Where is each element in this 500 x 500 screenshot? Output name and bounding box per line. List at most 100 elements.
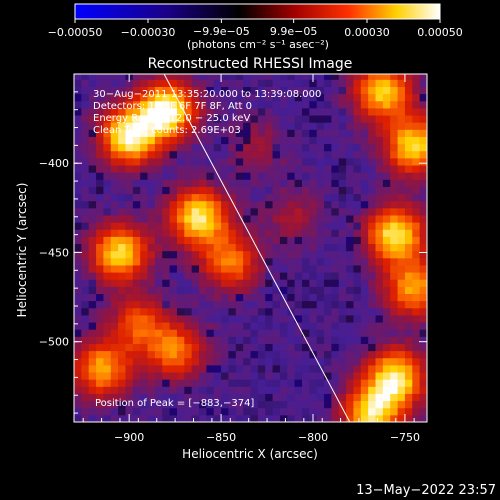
heatmap-cell	[309, 150, 318, 159]
heatmap-cell	[147, 414, 156, 422]
heatmap-cell	[110, 414, 119, 422]
heatmap-cell	[301, 386, 310, 394]
heatmap-cell	[81, 229, 90, 237]
heatmap-cell	[125, 250, 134, 259]
heatmap-cell	[360, 414, 369, 422]
heatmap-cell	[125, 165, 134, 173]
heatmap-cell	[96, 414, 104, 422]
heatmap-cell	[125, 122, 134, 130]
heatmap-cell	[324, 264, 332, 273]
heatmap-cell	[390, 343, 399, 352]
heatmap-cell	[390, 407, 399, 416]
heatmap-cell	[360, 379, 369, 387]
heatmap-cell	[301, 214, 310, 223]
heatmap-cell	[221, 314, 229, 323]
heatmap-cell	[74, 343, 82, 352]
heatmap-cell	[382, 293, 391, 302]
heatmap-cell	[375, 336, 384, 344]
heatmap-cell	[184, 179, 193, 187]
heatmap-cell	[118, 379, 126, 387]
heatmap-cell	[316, 414, 325, 422]
heatmap-cell	[338, 372, 347, 380]
heatmap-cell	[118, 100, 126, 109]
heatmap-cell	[419, 100, 427, 109]
heatmap-cell	[118, 143, 126, 152]
heatmap-cell	[176, 74, 185, 80]
heatmap-cell	[353, 357, 362, 366]
heatmap-cell	[316, 329, 325, 337]
heatmap-cell	[338, 257, 347, 266]
heatmap-cell	[74, 336, 82, 344]
heatmap-cell	[272, 357, 281, 366]
heatmap-cell	[368, 186, 377, 195]
heatmap-cell	[81, 150, 90, 159]
heatmap-cell	[81, 272, 90, 280]
heatmap-cell	[125, 243, 134, 252]
heatmap-cell	[176, 129, 185, 137]
heatmap-cell	[243, 307, 251, 316]
heatmap-cell	[176, 279, 185, 287]
heatmap-cell	[243, 386, 251, 394]
heatmap-cell	[360, 307, 369, 316]
heatmap-cell	[375, 107, 384, 116]
heatmap-cell	[103, 407, 112, 416]
heatmap-cell	[294, 150, 303, 159]
heatmap-cell	[353, 172, 362, 180]
heatmap-cell	[331, 79, 340, 87]
heatmap-cell	[279, 186, 288, 195]
heatmap-cell	[221, 243, 229, 252]
heatmap-cell	[257, 372, 266, 380]
heatmap-cell	[368, 343, 377, 352]
heatmap-cell	[191, 300, 200, 309]
heatmap-cell	[390, 322, 399, 330]
heatmap-cell	[132, 250, 141, 259]
heatmap-cell	[140, 107, 149, 116]
heatmap-cell	[184, 336, 193, 344]
heatmap-cell	[88, 257, 97, 266]
heatmap-cell	[118, 93, 126, 102]
heatmap-cell	[118, 186, 126, 195]
heatmap-cell	[184, 186, 193, 195]
heatmap-cell	[140, 257, 149, 266]
heatmap-cell	[412, 329, 421, 337]
heatmap-cell	[375, 179, 384, 187]
heatmap-cell	[294, 136, 303, 145]
heatmap-cell	[228, 314, 237, 323]
heatmap-cell	[118, 364, 126, 373]
heatmap-cell	[279, 214, 288, 223]
heatmap-cell	[243, 222, 251, 230]
heatmap-cell	[184, 314, 193, 323]
heatmap-cell	[287, 172, 296, 180]
heatmap-cell	[360, 165, 369, 173]
heatmap-cell	[360, 279, 369, 287]
heatmap-cell	[412, 150, 421, 159]
heatmap-cell	[169, 372, 178, 380]
heatmap-cell	[140, 293, 149, 302]
heatmap-cell	[221, 100, 229, 109]
heatmap-cell	[125, 372, 134, 380]
heatmap-cell	[243, 79, 251, 87]
heatmap-cell	[419, 143, 427, 152]
heatmap-cell	[397, 172, 406, 180]
heatmap-cell	[191, 343, 200, 352]
heatmap-cell	[74, 250, 82, 259]
heatmap-cell	[301, 350, 310, 359]
heatmap-cell	[316, 350, 325, 359]
heatmap-cell	[88, 386, 97, 394]
heatmap-cell	[316, 379, 325, 387]
heatmap-cell	[162, 357, 171, 366]
heatmap-cell	[331, 100, 340, 109]
heatmap-cell	[301, 307, 310, 316]
heatmap-cell	[301, 407, 310, 416]
heatmap-cell	[81, 379, 90, 387]
heatmap-cell	[338, 379, 347, 387]
heatmap-cell	[265, 207, 274, 216]
heatmap-cell	[228, 200, 237, 209]
heatmap-cell	[103, 272, 112, 280]
heatmap-cell	[272, 100, 281, 109]
heatmap-cell	[118, 279, 126, 287]
heatmap-cell	[213, 257, 222, 266]
heatmap-cell	[397, 314, 406, 323]
heatmap-cell	[265, 307, 274, 316]
heatmap-cell	[331, 129, 340, 137]
